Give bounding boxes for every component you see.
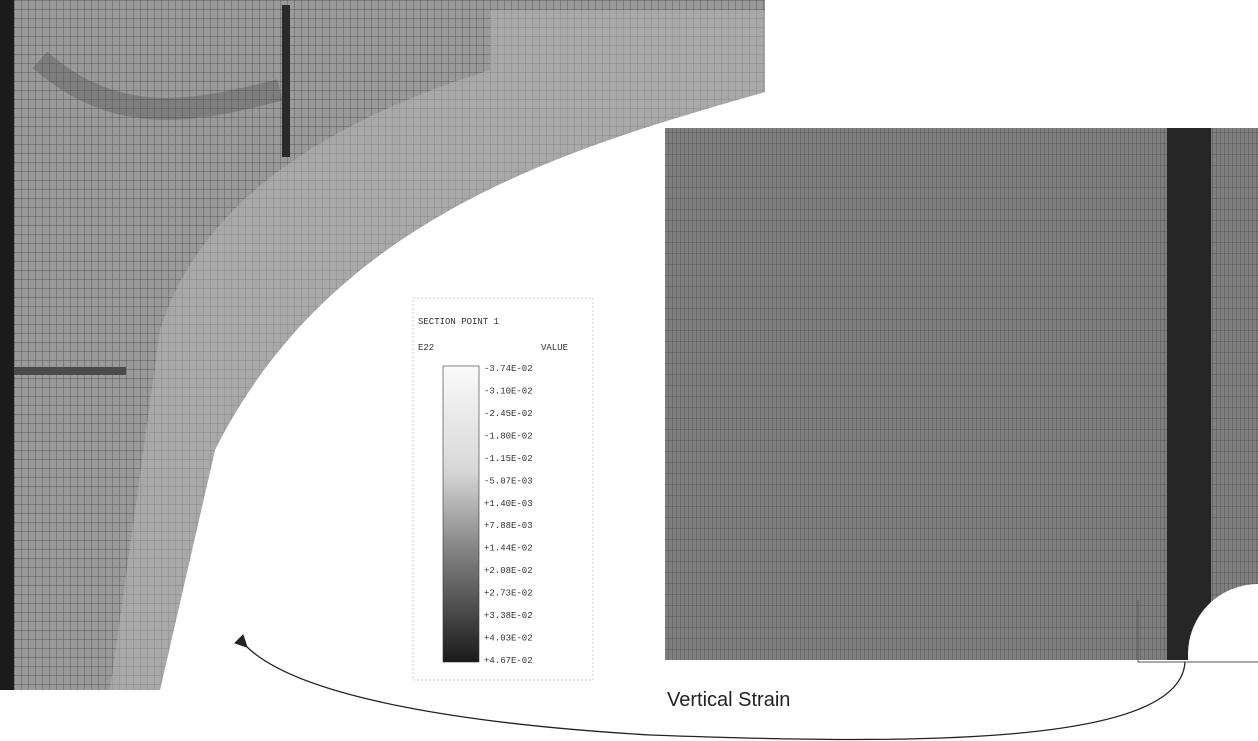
legend-value: +1.40E-03 bbox=[484, 499, 533, 509]
caption: Vertical Strain bbox=[667, 689, 790, 711]
legend-title: SECTION POINT 1 bbox=[418, 317, 499, 327]
hole bbox=[1188, 584, 1258, 662]
legend-value: -3.74E-02 bbox=[484, 364, 533, 374]
right-mesh bbox=[665, 128, 1258, 660]
mesh-edge bbox=[0, 0, 14, 690]
legend-value-header: VALUE bbox=[541, 343, 568, 353]
legend-value: -3.10E-02 bbox=[484, 386, 533, 396]
legend-value: -1.15E-02 bbox=[484, 454, 533, 464]
legend-value: +3.38E-02 bbox=[484, 611, 533, 621]
legend-values: -3.74E-02 -3.10E-02 -2.45E-02 -1.80E-02 -1.1… bbox=[484, 364, 533, 666]
mesh-feature bbox=[14, 367, 126, 375]
legend-value: +1.44E-02 bbox=[484, 544, 533, 554]
mesh-shade bbox=[32, 51, 283, 120]
mesh-feature bbox=[282, 5, 290, 157]
legend-value: +4.67E-02 bbox=[484, 656, 533, 666]
color-bar bbox=[442, 365, 480, 663]
legend-value: +2.73E-02 bbox=[484, 589, 533, 599]
legend-value: -2.45E-02 bbox=[484, 409, 533, 419]
arrow bbox=[234, 634, 1186, 741]
mesh-feature bbox=[1167, 128, 1211, 660]
legend-box bbox=[412, 297, 594, 681]
mesh-band bbox=[110, 0, 765, 690]
legend-variable: E22 bbox=[418, 343, 434, 353]
hole-outline bbox=[1137, 600, 1258, 663]
legend-value: +2.08E-02 bbox=[484, 566, 533, 576]
legend-value: +4.03E-02 bbox=[484, 634, 533, 644]
legend-value: -5.07E-03 bbox=[484, 476, 533, 486]
legend-value: +7.88E-03 bbox=[484, 521, 533, 531]
legend-value: -1.80E-02 bbox=[484, 431, 533, 441]
